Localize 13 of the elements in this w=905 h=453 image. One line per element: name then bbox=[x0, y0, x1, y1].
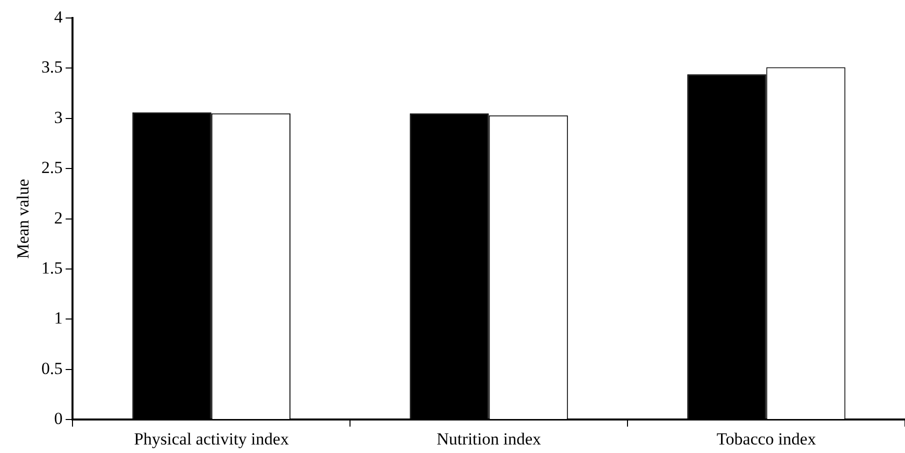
y-tick-label: 4 bbox=[54, 7, 64, 26]
x-tick-label: Nutrition index bbox=[436, 429, 542, 448]
y-tick-label: 1 bbox=[54, 308, 63, 328]
y-tick-label: 2.5 bbox=[41, 158, 63, 178]
y-tick-label: 0 bbox=[54, 409, 63, 428]
y-tick-label: 0.5 bbox=[41, 358, 63, 378]
y-tick-label: 3 bbox=[54, 108, 63, 127]
y-axis-title: Mean value bbox=[14, 178, 33, 259]
y-tick-label: 3.5 bbox=[41, 58, 63, 77]
x-tick-label: Physical activity index bbox=[134, 429, 290, 448]
x-tick-label: Tobacco index bbox=[716, 429, 816, 448]
y-tick-label: 2 bbox=[54, 208, 63, 228]
y-tick-label: 1.5 bbox=[41, 258, 63, 278]
